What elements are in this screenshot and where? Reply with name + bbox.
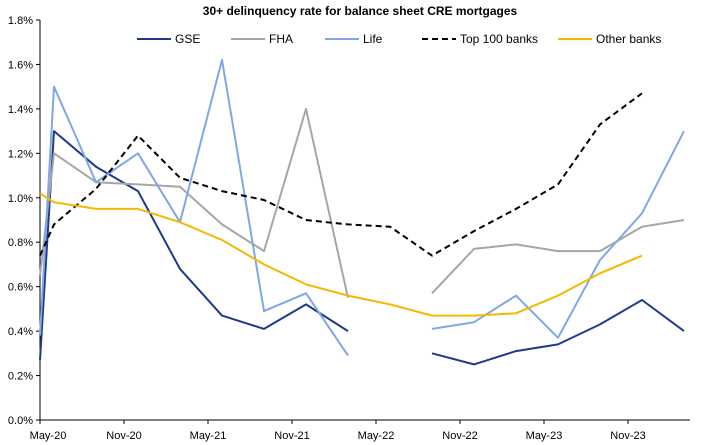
legend-label-life: Life [363,32,383,46]
x-tick-label: May-22 [358,430,395,442]
series-lines [39,59,685,366]
x-tick-label: Nov-20 [106,430,141,442]
series-line-top-100-banks [39,92,643,257]
series-line-gse [431,299,685,366]
legend-label-other-banks: Other banks [596,32,661,46]
x-tick-label: May-21 [190,430,227,442]
y-tick-label: 1.4% [8,104,33,116]
y-tick-label: 0.2% [8,371,33,383]
y-tick-label: 1.6% [8,59,33,71]
x-tick-label: May-20 [30,430,67,442]
legend-label-gse: GSE [175,32,200,46]
x-tick-label: May-23 [526,430,563,442]
x-tick-label: Nov-23 [610,430,645,442]
legend-label-top-100-banks: Top 100 banks [460,32,538,46]
chart-title: 30+ delinquency rate for balance sheet C… [203,4,518,18]
legend: GSE FHA Life Top 100 banks Other banks [137,32,661,46]
series-line-other-banks [39,192,643,317]
series-line-gse [39,130,349,361]
y-tick-label: 0.0% [8,415,33,427]
legend-label-fha: FHA [269,32,293,46]
y-tick-label: 1.8% [8,15,33,27]
y-axis: 0.0% 0.2% 0.4% 0.6% 0.8% 1.0% 1.2% 1.4% 1.6% 1.8% [8,15,41,427]
x-tick-label: Nov-21 [274,430,309,442]
series-line-fha [431,219,685,294]
y-tick-label: 1.2% [8,148,33,160]
y-tick-label: 1.0% [8,193,33,205]
series-line-life [431,130,685,339]
x-axis: May-20 Nov-20 May-21 Nov-21 May-22 Nov-22 May-… [30,419,690,442]
y-tick-label: 0.4% [8,326,33,338]
y-tick-label: 0.8% [8,237,33,249]
series-line-fha [39,107,349,299]
y-tick-label: 0.6% [8,282,33,294]
x-tick-label: Nov-22 [442,430,477,442]
